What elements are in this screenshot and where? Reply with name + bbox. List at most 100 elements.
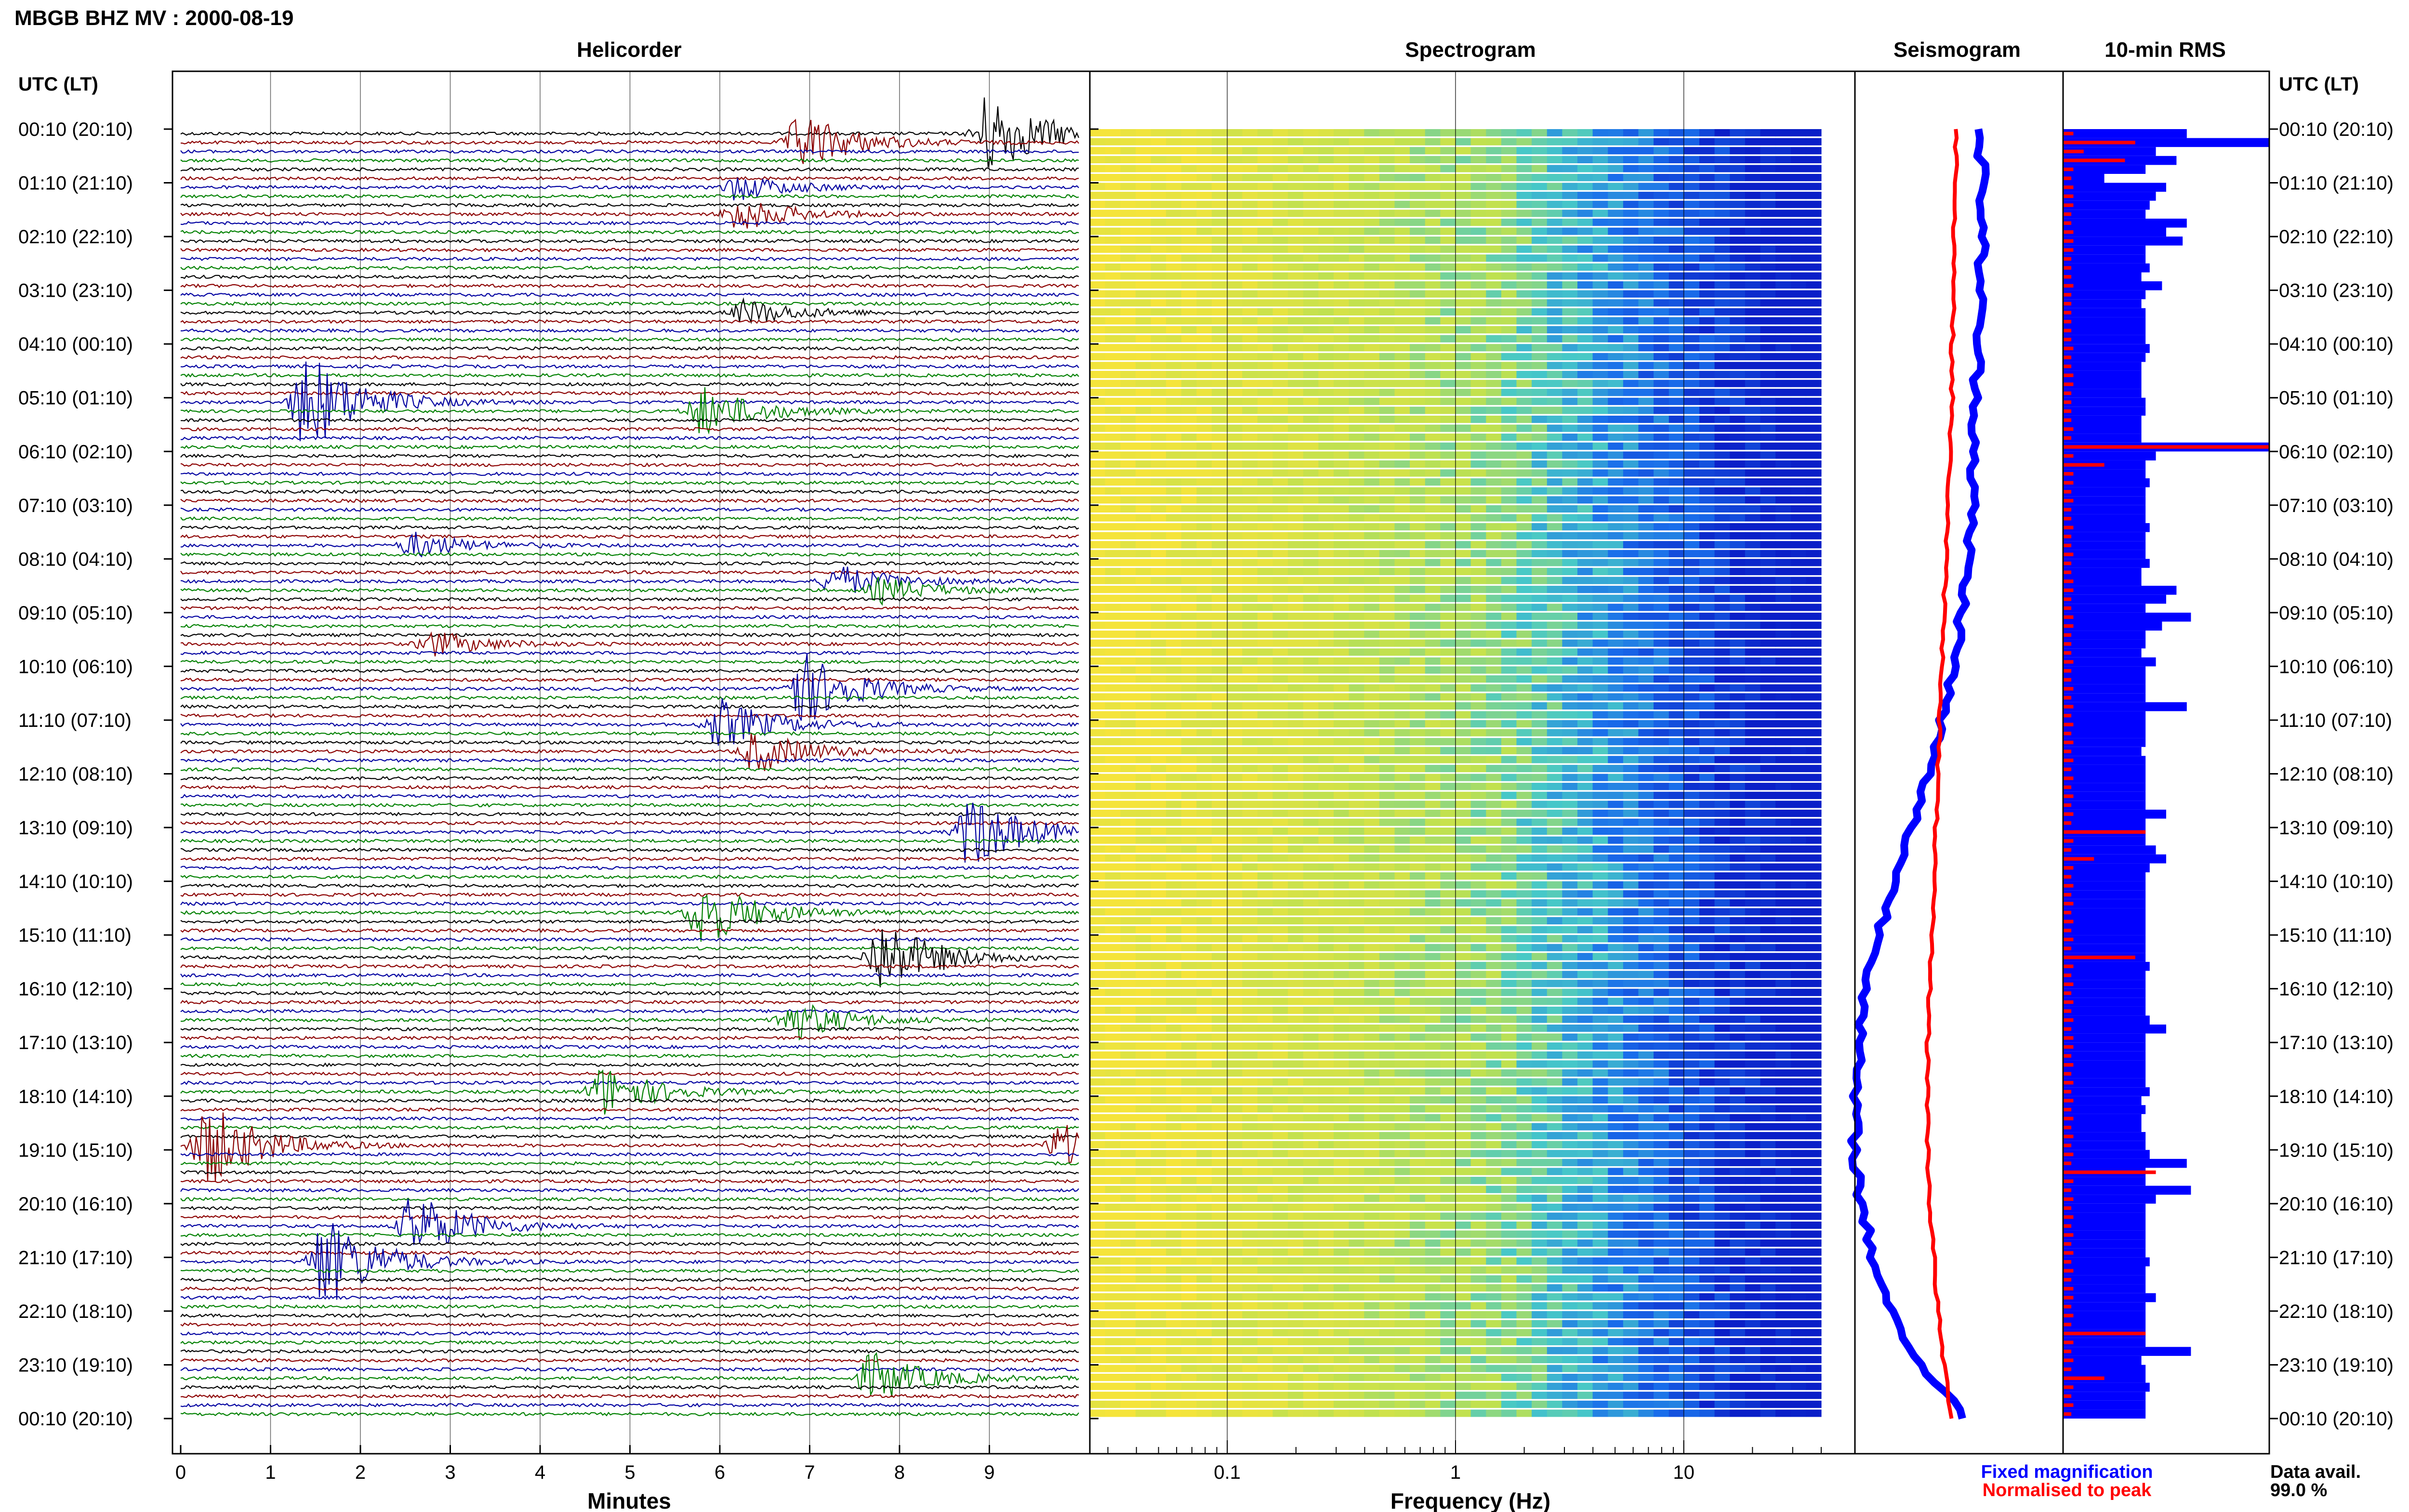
spectrogram-cell — [1501, 1006, 1517, 1014]
spectrogram-cell — [1227, 174, 1243, 182]
spectrogram-cell — [1349, 541, 1364, 549]
spectrogram-cell — [1470, 675, 1486, 683]
spectrogram-cell — [1714, 523, 1730, 531]
spectrogram-cell — [1425, 156, 1441, 163]
spectrogram-cell — [1806, 890, 1822, 898]
spectrogram-cell — [1272, 183, 1288, 190]
spectrogram-cell — [1166, 415, 1182, 423]
spectrogram-cell — [1654, 496, 1669, 504]
spectrogram-cell — [1668, 648, 1684, 656]
spectrogram-cell — [1501, 711, 1517, 719]
spectrogram-cell — [1440, 953, 1456, 960]
spectrogram-cell — [1699, 577, 1715, 584]
spectrogram-cell — [1196, 980, 1212, 987]
spectrogram-cell — [1272, 944, 1288, 951]
spectrogram-cell — [1608, 299, 1624, 307]
spectrogram-cell — [1364, 783, 1380, 790]
spectrogram-cell — [1730, 998, 1746, 1005]
spectrogram-cell — [1288, 621, 1304, 629]
spectrogram-cell — [1394, 1015, 1410, 1023]
spectrogram-cell — [1547, 335, 1562, 342]
spectrogram-cell — [1456, 702, 1471, 710]
spectrogram-cell — [1638, 245, 1654, 253]
spectrogram-cell — [1562, 818, 1578, 826]
spectrogram-cell — [1760, 290, 1776, 298]
spectrogram-cell — [1730, 863, 1746, 871]
spectrogram-cell — [1806, 165, 1822, 172]
spectrogram-cell — [1547, 684, 1562, 692]
spectrogram-cell — [1364, 1006, 1380, 1014]
spectrogram-cell — [1288, 980, 1304, 987]
spectrogram-cell — [1456, 818, 1471, 826]
spectrogram-cell — [1501, 514, 1517, 522]
spectrogram-cell — [1775, 460, 1791, 468]
spectrogram-cell — [1364, 881, 1380, 889]
spectrogram-cell — [1181, 496, 1197, 504]
spectrogram-cell — [1668, 434, 1684, 441]
spectrogram-cell — [1120, 863, 1136, 871]
spectrogram-cell — [1440, 245, 1456, 253]
spectrogram-cell — [1303, 424, 1319, 432]
spectrogram-cell — [1349, 442, 1364, 450]
spectrogram-cell — [1257, 290, 1273, 298]
spectrogram-cell — [1181, 389, 1197, 396]
spectrogram-cell — [1592, 648, 1608, 656]
spectrogram-cell — [1714, 639, 1730, 647]
spectrogram-cell — [1318, 836, 1334, 844]
spectrogram-cell — [1288, 567, 1304, 576]
spectrogram-cell — [1379, 935, 1395, 943]
spectrogram-cell — [1668, 362, 1684, 369]
spectrogram-cell — [1334, 854, 1350, 862]
spectrogram-cell — [1257, 631, 1273, 638]
spectrogram-cell — [1364, 845, 1380, 853]
spectrogram-cell — [1379, 335, 1395, 342]
spectrogram-cell — [1532, 594, 1548, 602]
spectrogram-cell — [1638, 344, 1654, 352]
spectrogram-cell — [1456, 451, 1471, 459]
spectrogram-cell — [1608, 980, 1624, 987]
spectrogram-cell — [1486, 567, 1502, 576]
spectrogram-cell — [1303, 156, 1319, 163]
spectrogram-cell — [1181, 774, 1197, 781]
spectrogram-cell — [1090, 281, 1106, 289]
spectrogram-cell — [1349, 415, 1364, 423]
spectrogram-cell — [1699, 666, 1715, 674]
spectrogram-cell — [1532, 496, 1548, 504]
spectrogram-cell — [1532, 666, 1548, 674]
spectrogram-cell — [1532, 756, 1548, 763]
spectrogram-cell — [1684, 720, 1700, 728]
spectrogram-cell — [1120, 845, 1136, 853]
spectrogram-cell — [1470, 818, 1486, 826]
spectrogram-cell — [1135, 165, 1152, 172]
spectrogram-cell — [1379, 917, 1395, 925]
spectrogram-cell — [1547, 854, 1562, 862]
spectrogram-cell — [1227, 971, 1243, 978]
spectrogram-cell — [1745, 961, 1761, 970]
spectrogram-cell — [1501, 998, 1517, 1005]
spectrogram-cell — [1166, 774, 1182, 781]
spectrogram-cell — [1608, 389, 1624, 396]
spectrogram-cell — [1806, 738, 1822, 746]
spectrogram-cell — [1349, 783, 1364, 790]
spectrogram-cell — [1257, 648, 1273, 656]
spectrogram-cell — [1303, 227, 1319, 235]
spectrogram-cell — [1120, 370, 1136, 379]
spectrogram-cell — [1608, 675, 1624, 683]
spectrogram-cell — [1394, 675, 1410, 683]
spectrogram-cell — [1288, 756, 1304, 763]
spectrogram-cell — [1105, 496, 1121, 504]
spectrogram-cell — [1806, 227, 1822, 235]
spectrogram-cell — [1714, 317, 1730, 325]
spectrogram-cell — [1501, 720, 1517, 728]
spectrogram-cell — [1486, 684, 1502, 692]
spectrogram-cell — [1516, 783, 1532, 790]
spectrogram-cell — [1806, 586, 1822, 593]
spectrogram-cell — [1532, 729, 1548, 736]
spectrogram-cell — [1227, 621, 1243, 629]
spectrogram-cell — [1166, 1025, 1182, 1032]
spectrogram-cell — [1486, 487, 1502, 495]
spectrogram-cell — [1410, 407, 1426, 414]
spectrogram-cell — [1501, 586, 1517, 593]
spectrogram-cell — [1668, 326, 1684, 334]
spectrogram-cell — [1592, 397, 1608, 405]
